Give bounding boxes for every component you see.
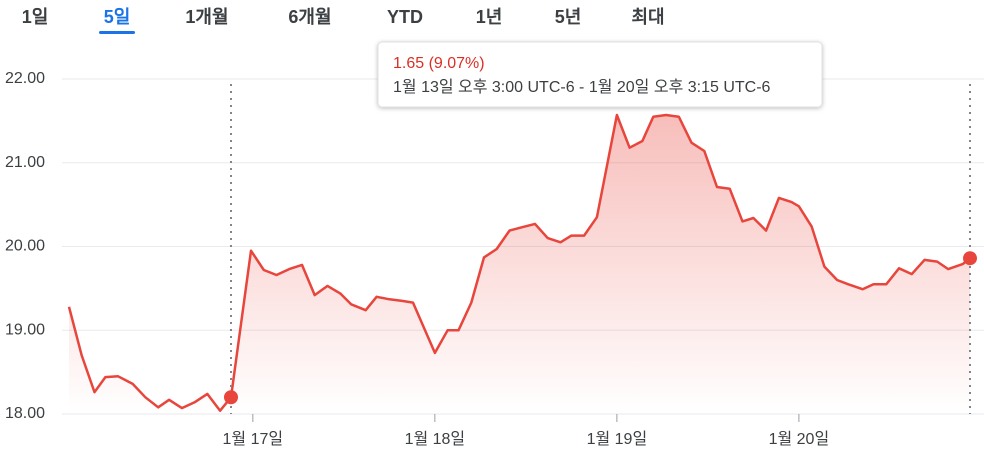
x-tick-label: 1월 17일 [223,430,284,448]
x-tick-label: 1월 20일 [769,430,830,448]
y-tick-label: 20.00 [5,238,45,255]
range-tab[interactable]: 최대 [631,7,664,27]
range-tab[interactable]: 1개월 [185,7,228,27]
y-tick-label: 19.00 [5,321,45,338]
x-tick-label: 1월 19일 [587,430,648,448]
tooltip-box [377,41,823,108]
range-tab[interactable]: 5일 [104,7,131,27]
tooltip-change: 1.65 (9.07%) [393,55,485,72]
tooltip: 1.65 (9.07%) 1월 13일 오후 3:00 UTC-6 - 1월 2… [377,41,823,108]
y-tick-label: 18.00 [5,405,45,422]
range-tab[interactable]: YTD [387,7,423,27]
y-tick-label: 21.00 [5,154,45,171]
tooltip-range: 1월 13일 오후 3:00 UTC-6 - 1월 20일 오후 3:15 UT… [393,78,771,96]
selection-point [963,251,977,266]
range-tab[interactable]: 6개월 [288,7,331,27]
selection-point [223,390,238,405]
range-tabs: 1일 5일 1개월 6개월 YTD 1년 5년 최대 [22,7,665,34]
range-tab[interactable]: 1일 [22,7,49,27]
active-tab-underline [99,31,135,34]
y-tick-label: 22.00 [5,70,45,87]
x-tick-label: 1월 18일 [405,430,466,448]
price-line [67,113,971,412]
plot [67,84,977,414]
area [69,115,970,414]
range-tab[interactable]: 1년 [476,7,503,27]
range-tab[interactable]: 5년 [555,7,582,27]
